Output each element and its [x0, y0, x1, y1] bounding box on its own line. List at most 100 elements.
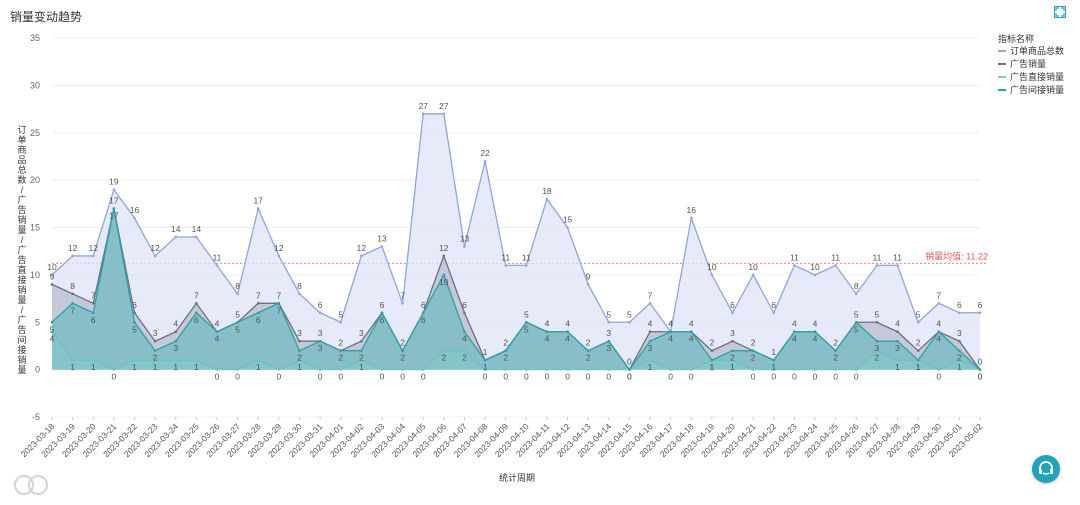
data-point: [958, 311, 961, 315]
data-point: [298, 349, 301, 352]
data-point: [421, 112, 425, 116]
data-point: [793, 264, 796, 267]
data-label: 0: [813, 372, 818, 382]
data-label: 7: [256, 290, 261, 300]
data-label: 0: [545, 372, 550, 382]
data-point: [504, 349, 507, 352]
data-label: 0: [215, 372, 220, 382]
data-point: [236, 292, 239, 296]
data-label: 17: [109, 211, 119, 221]
data-label: 2: [338, 338, 343, 348]
data-label: 2: [586, 338, 591, 348]
data-point: [174, 339, 178, 343]
data-label: 0: [627, 372, 632, 382]
data-label: 1: [916, 362, 921, 372]
data-label: 1: [359, 362, 364, 372]
data-label: 6: [730, 300, 735, 310]
legend-item-label[interactable]: 广告销量: [1010, 58, 1046, 69]
data-label: 4: [215, 319, 220, 329]
data-label: 7: [276, 305, 281, 315]
data-label: 1: [730, 362, 735, 372]
y-tick-label: 15: [30, 223, 40, 233]
data-label: 3: [318, 328, 323, 338]
data-label: 3: [359, 328, 364, 338]
legend-title: 指标名称: [998, 33, 1034, 44]
data-point: [710, 358, 714, 362]
legend-item-label[interactable]: 广告直接销量: [1010, 71, 1064, 82]
data-label: 3: [895, 343, 900, 353]
data-label: 17: [253, 196, 263, 206]
data-point: [298, 339, 301, 343]
legend-item-label[interactable]: 广告间接销量: [1010, 84, 1064, 95]
data-label: 3: [606, 343, 611, 353]
legend-item-label[interactable]: 订单商品总数: [1010, 45, 1064, 56]
data-label: 1: [710, 362, 715, 372]
data-label: 0: [586, 372, 591, 382]
data-label: 6: [421, 315, 426, 325]
data-label: 8: [854, 281, 859, 291]
data-label: 2: [916, 338, 921, 348]
data-label: 0: [606, 372, 611, 382]
data-label: 5: [854, 309, 859, 319]
data-label: 12: [150, 243, 160, 253]
data-label: 4: [545, 319, 550, 329]
data-label: 6: [421, 300, 426, 310]
data-label: 1: [173, 362, 178, 372]
data-label: 4: [545, 334, 550, 344]
series-area-1: [52, 113, 980, 370]
average-line-label: 销量均值: 11.22: [925, 250, 988, 261]
data-label: 5: [875, 309, 880, 319]
fullscreen-expand-icon[interactable]: [1054, 6, 1066, 18]
data-label: 6: [380, 300, 385, 310]
data-point: [50, 283, 54, 286]
data-label: 6: [380, 315, 385, 325]
data-label: 19: [109, 177, 119, 187]
customer-service-button[interactable]: [1032, 455, 1060, 483]
data-label: 4: [792, 319, 797, 329]
data-point: [483, 159, 487, 163]
data-label: 4: [936, 334, 941, 344]
data-label: 11: [790, 252, 799, 262]
data-point: [813, 330, 817, 334]
data-label: 1: [194, 362, 199, 372]
y-tick-label: 5: [35, 317, 40, 327]
data-label: 1: [710, 362, 715, 372]
data-label: 8: [70, 281, 75, 291]
data-label: 2: [751, 338, 756, 348]
data-label: 16: [687, 205, 697, 215]
data-label: 4: [936, 319, 941, 329]
data-point: [896, 330, 899, 334]
data-label: 0: [400, 372, 405, 382]
data-label: 12: [89, 243, 99, 253]
data-label: 3: [730, 328, 735, 338]
data-point: [710, 349, 714, 352]
data-label: 2: [359, 353, 364, 363]
data-point: [174, 235, 178, 239]
data-label: 0: [524, 372, 529, 382]
data-label: 2: [503, 338, 508, 348]
data-label: 7: [400, 290, 405, 300]
data-point: [586, 349, 590, 352]
data-point: [772, 311, 776, 315]
data-point: [195, 311, 198, 315]
data-label: 6: [132, 300, 137, 310]
data-label: 0: [235, 372, 240, 382]
data-label: 22: [480, 148, 490, 158]
data-label: 11: [522, 252, 531, 262]
data-label: 27: [418, 101, 428, 111]
data-point: [896, 264, 899, 267]
data-label: 7: [70, 305, 75, 315]
data-label: 0: [338, 372, 343, 382]
data-label: 5: [916, 309, 921, 319]
data-point: [236, 320, 239, 324]
data-label: 5: [235, 309, 240, 319]
data-point: [133, 320, 136, 324]
data-label: 0: [565, 372, 570, 382]
data-label: 5: [524, 309, 529, 319]
data-label: 0: [668, 372, 673, 382]
data-point: [648, 339, 652, 343]
data-point: [339, 349, 343, 352]
data-label: 3: [318, 343, 323, 353]
data-point: [50, 320, 54, 324]
